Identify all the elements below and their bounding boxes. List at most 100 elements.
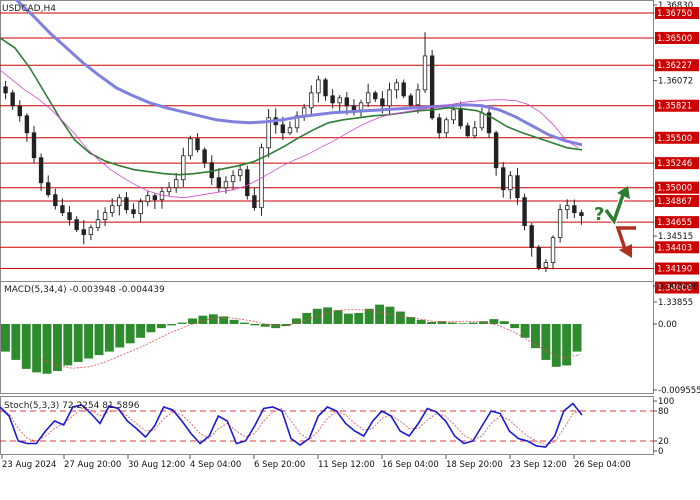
macd-bar — [21, 323, 31, 369]
stoch-tick-label: 80 — [658, 407, 669, 417]
candle-body — [17, 105, 22, 117]
macd-bar — [198, 315, 208, 324]
price-candles — [3, 32, 584, 272]
level-badge-label: 1.35821 — [657, 102, 692, 112]
macd-bar — [188, 318, 197, 324]
macd-bar — [499, 321, 509, 324]
up-arrow-icon — [604, 191, 626, 225]
candle-body — [522, 197, 527, 227]
candle-body — [102, 212, 108, 221]
candle-body — [472, 127, 477, 137]
candle-body — [579, 212, 584, 217]
candle-body — [508, 175, 513, 191]
candle-body — [152, 195, 158, 201]
macd-bar — [551, 323, 561, 367]
candle-body — [266, 117, 271, 149]
macd-bar — [458, 323, 468, 324]
stoch-d-line — [0, 408, 583, 446]
candle-body — [351, 105, 357, 111]
level-badge — [655, 6, 699, 19]
candle-body — [245, 169, 250, 197]
time-tick-label: 23 Sep 12:00 — [510, 460, 567, 470]
time-tick-label: 16 Sep 04:00 — [382, 460, 439, 470]
macd-bar — [250, 323, 260, 326]
candle-body — [117, 197, 122, 207]
candle-body — [252, 195, 257, 209]
candle-body — [181, 155, 186, 181]
candle-body — [145, 195, 150, 203]
price-panel — [0, 0, 654, 307]
candle-body — [110, 205, 115, 214]
macd-title: MACD(5,34,4) -0.003948 -0.004439 — [4, 285, 165, 295]
stoch-tick-label: 100 — [658, 397, 674, 407]
candle-body — [124, 197, 129, 211]
stoch-tick-label: 20 — [658, 437, 669, 447]
candle-body — [3, 86, 8, 94]
candle-body — [536, 247, 541, 268]
macd-bar — [1, 323, 10, 352]
macd-bar — [271, 323, 281, 329]
level-badge — [655, 262, 699, 275]
macd-bar — [281, 323, 291, 327]
level-badge — [655, 157, 699, 170]
stoch-k-line — [0, 402, 583, 448]
candle-body — [287, 127, 293, 134]
level-badge — [655, 59, 699, 72]
moving-average-fast — [0, 69, 579, 199]
macd-bar — [333, 310, 343, 324]
candle-body — [401, 82, 406, 97]
question-mark: ? — [594, 204, 604, 225]
candle-body — [429, 55, 435, 119]
macd-bar — [343, 313, 353, 324]
macd-tick-label: 0.005496 — [658, 282, 699, 292]
macd-bar — [260, 323, 270, 327]
macd-bar — [115, 323, 125, 348]
candle-body — [422, 55, 428, 91]
forecast-arrows: ? — [594, 186, 636, 258]
macd-bar — [531, 323, 540, 349]
candle-body — [38, 157, 44, 184]
stoch-levels — [0, 410, 654, 442]
candle-body — [337, 97, 342, 104]
macd-tick-label: 0.00 — [658, 320, 677, 330]
candle-body — [493, 132, 499, 169]
level-badge-label: 1.35246 — [657, 159, 692, 169]
level-badge-label: 1.34403 — [657, 243, 692, 253]
level-badge-label: 1.34867 — [657, 197, 692, 207]
level-badge-label: 1.35500 — [657, 134, 692, 144]
candle-body — [380, 98, 385, 107]
candle-body — [95, 219, 101, 229]
level-badge-label: 1.36500 — [657, 34, 692, 44]
macd-bar — [354, 312, 364, 324]
candle-body — [358, 102, 364, 111]
macd-bar — [177, 322, 187, 324]
macd-bar — [32, 323, 42, 373]
candle-body — [330, 95, 335, 104]
candle-body — [10, 92, 15, 107]
candle-body — [465, 125, 470, 137]
macd-bar — [416, 319, 426, 324]
candle-body — [373, 92, 378, 100]
candle-body — [74, 219, 79, 231]
candle-body — [479, 112, 485, 129]
candle-body — [53, 194, 58, 207]
macd-bar — [292, 318, 301, 324]
candle-body — [451, 109, 456, 121]
candle-body — [159, 191, 165, 201]
candle-body — [344, 97, 350, 107]
tick-label: 1.36830 — [658, 1, 693, 11]
macd-tick-label: -0.009555 — [658, 386, 700, 396]
macd-bar — [385, 306, 395, 324]
macd-bar — [364, 308, 374, 324]
level-badge-label: 1.36750 — [657, 9, 692, 19]
time-tick-label: 4 Sep 04:00 — [190, 460, 241, 470]
candle-body — [223, 181, 229, 189]
time-tick-label: 11 Sep 12:00 — [318, 460, 375, 470]
candle-body — [237, 169, 243, 177]
macd-bar — [323, 307, 333, 324]
macd-bar — [437, 321, 447, 324]
time-tick-label: 26 Sep 04:00 — [574, 460, 631, 470]
candle-body — [166, 187, 172, 193]
